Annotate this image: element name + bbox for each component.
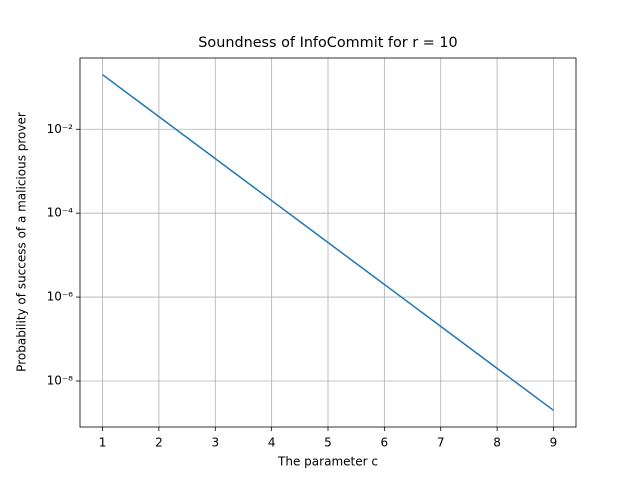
plot-frame: [79, 57, 577, 428]
x-tick-label: 1: [99, 436, 107, 450]
x-tick-label: 8: [493, 436, 501, 450]
x-tick-label: 3: [211, 436, 219, 450]
x-axis-label: The parameter c: [277, 455, 378, 469]
x-tick-label: 7: [437, 436, 445, 450]
y-tick-label: 10⁻⁸: [47, 373, 74, 387]
x-tick-label: 5: [324, 436, 332, 450]
x-tick-label: 9: [550, 436, 558, 450]
x-tick-label: 4: [268, 436, 276, 450]
y-tick-label: 10⁻⁴: [47, 206, 74, 220]
x-tick-label: 6: [381, 436, 389, 450]
chart-title: Soundness of InfoCommit for r = 10: [198, 35, 457, 51]
y-tick-label: 10⁻²: [47, 122, 74, 136]
y-tick-label: 10⁻⁶: [47, 290, 74, 304]
y-axis-label: Probability of success of a malicious pr…: [15, 112, 29, 372]
line-series: [102, 74, 554, 411]
x-tick-label: 2: [155, 436, 163, 450]
